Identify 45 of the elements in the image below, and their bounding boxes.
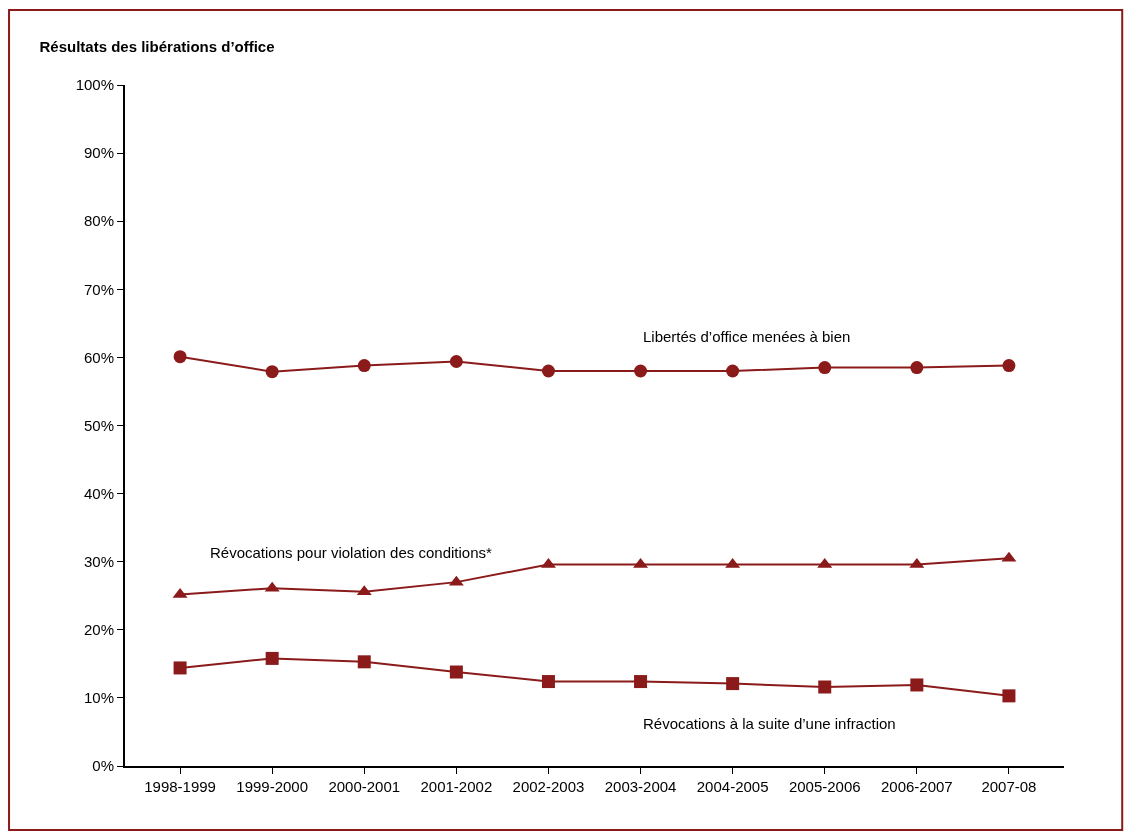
point [1002, 359, 1016, 373]
x-tick-label: 2003-2004 [604, 778, 677, 795]
point [357, 655, 371, 669]
point [173, 350, 187, 364]
chart-title: Résultats des libérations d’office [39, 38, 275, 56]
x-tick-label: 2007-08 [981, 778, 1037, 795]
point [357, 359, 371, 373]
y-tick-label: 40% [83, 484, 114, 502]
y-tick-label: 50% [83, 416, 114, 434]
point [541, 675, 555, 689]
y-tick-label: 80% [83, 212, 114, 230]
x-tick-label: 2002-2003 [512, 778, 585, 795]
x-tick-label: 2004-2005 [696, 778, 769, 795]
y-tick-label: 20% [83, 621, 114, 639]
x-tick-label: 1999-2000 [236, 778, 309, 795]
y-tick-label: 100% [75, 76, 114, 94]
point [541, 364, 555, 378]
x-tick-label: 2001-2002 [420, 778, 493, 795]
point [910, 361, 924, 375]
point [818, 680, 832, 694]
point [634, 675, 648, 689]
y-tick-label: 10% [83, 689, 114, 707]
y-tick-label: 90% [83, 144, 114, 162]
series-label: Révocations à la suite d’une infraction [643, 715, 896, 732]
point [726, 677, 740, 691]
point [818, 361, 832, 375]
y-tick-label: 30% [83, 552, 114, 570]
point [265, 365, 279, 379]
x-tick-label: 2005-2006 [788, 778, 861, 795]
point [726, 364, 740, 378]
x-tick-label: 2000-2001 [328, 778, 401, 795]
point [449, 354, 463, 368]
y-tick-label: 0% [92, 757, 114, 775]
point [1002, 689, 1016, 703]
series-label: Révocations pour violation des conditions* [210, 544, 492, 561]
y-tick-label: 70% [83, 280, 114, 298]
point [910, 678, 924, 692]
point [265, 651, 279, 665]
x-tick-label: 2006-2007 [880, 778, 953, 795]
point [449, 665, 463, 679]
y-tick-label: 60% [83, 348, 114, 366]
x-tick-label: 1998-1999 [144, 778, 216, 795]
point [634, 364, 648, 378]
series-label: Libertés d’office menées à bien [643, 328, 851, 345]
point [173, 661, 187, 675]
